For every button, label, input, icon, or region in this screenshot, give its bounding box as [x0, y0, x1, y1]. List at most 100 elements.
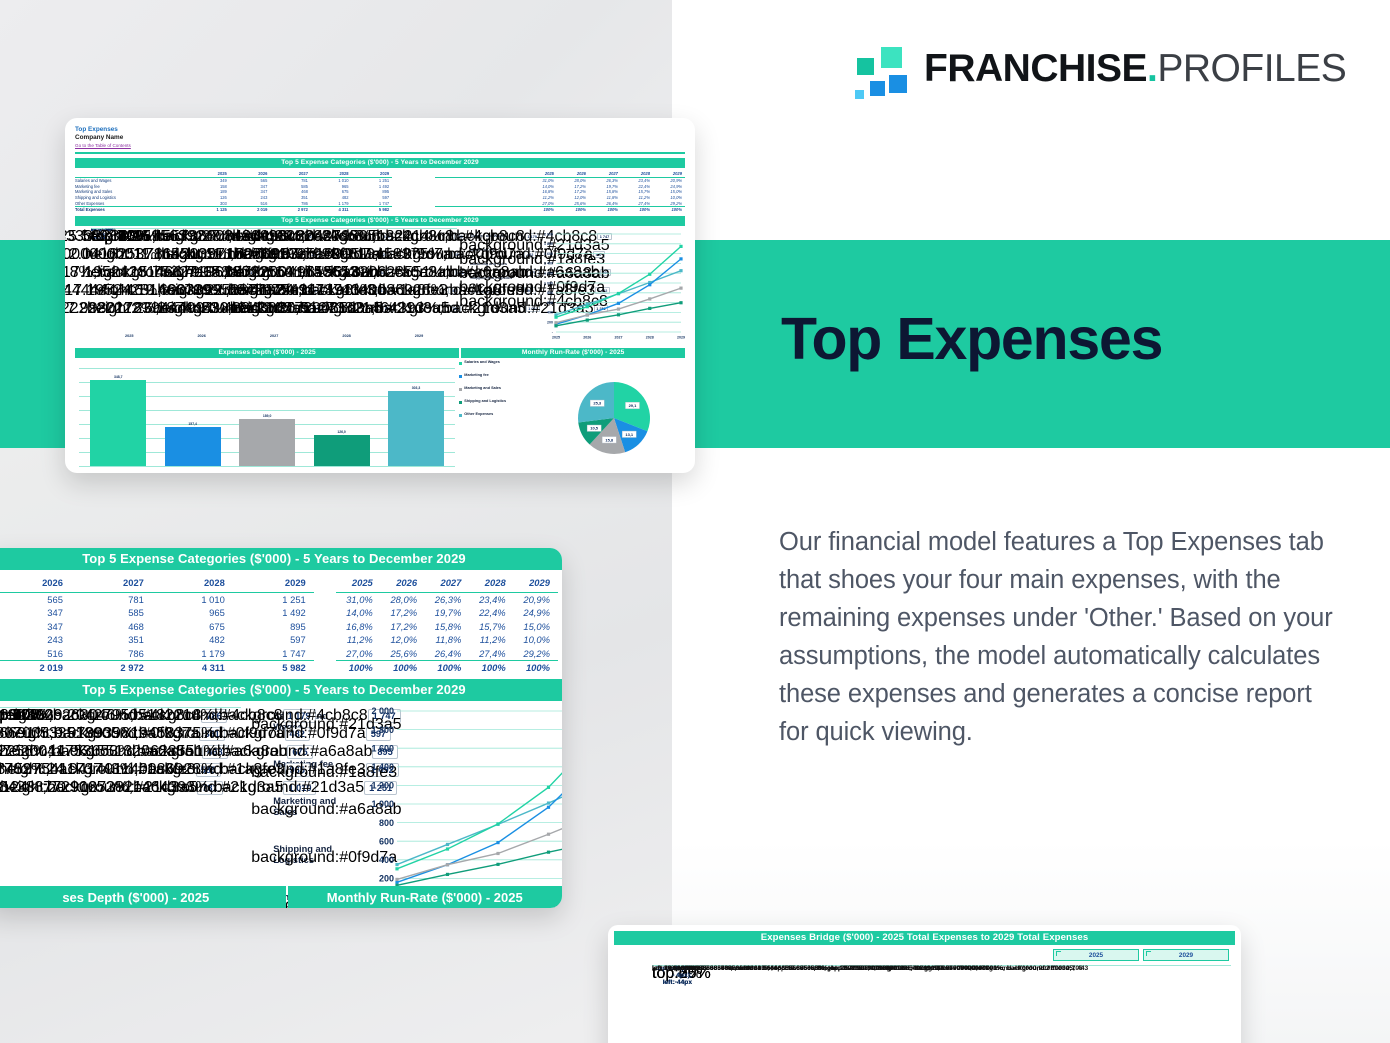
stacked-bar: height:29.204279505182214%;background:#4…	[0, 707, 401, 901]
band-categories-large-2: Top 5 Expense Categories ($'000) - 5 Yea…	[0, 678, 562, 701]
depth-bar: 126,0	[313, 368, 370, 466]
y-axis-tick: top:calc(90% - 2px); left:-16px	[91, 227, 114, 240]
line-marker	[648, 280, 652, 284]
table-row: 347 468 675 895	[47, 620, 306, 632]
waterfall-delta-bar: left:19.666666666666668%; width:10.66666…	[652, 965, 1050, 972]
table-col-header: 2028	[151, 576, 233, 593]
line-marker	[546, 785, 551, 789]
stacked-bar: height:29.204279505182214%;background:#4…	[226, 228, 612, 334]
line-marker	[617, 312, 621, 317]
bar-value-label: 482	[524, 251, 536, 259]
band-expenses-bridge: Expenses Bridge ($'000) - 2025 Total Exp…	[614, 931, 1235, 945]
y-axis-tick: 2 000	[544, 232, 553, 236]
depth-bar: 348,7	[90, 368, 147, 466]
pie-data-label: 15,8	[606, 437, 615, 442]
line-marker	[445, 872, 450, 876]
bar-value-label: 468	[454, 269, 467, 277]
bar-value-label: 965	[284, 762, 310, 777]
bar-value-label: 781	[449, 305, 462, 313]
x-axis-tick: 2026	[197, 333, 206, 338]
bar-value-label: 126,0	[337, 429, 346, 434]
y-axis-tick: 800	[379, 817, 394, 827]
report-screenshot-bridge[interactable]: Expenses Bridge ($'000) - 2025 Total Exp…	[608, 925, 1241, 1043]
section-band-categories: Top 5 Expense Categories ($'000) - 5 Yea…	[75, 157, 685, 168]
y-axis-tick: top:calc(60% - 2px); left:-16px	[91, 227, 114, 240]
y-axis-tick: top:calc(0% - 2px); left:-16px	[91, 227, 112, 240]
bar-value-label: 965	[524, 287, 536, 295]
line-marker	[546, 805, 551, 809]
y-axis-tick: 200	[379, 873, 394, 883]
line-marker	[395, 877, 399, 881]
bar-value-label: 1 010	[525, 305, 541, 313]
y-axis-tick: top:calc(0% - 4px); left:-44px	[656, 965, 694, 986]
bar-value-label: 351	[199, 726, 225, 741]
pie-data-label: 25,3	[594, 400, 603, 405]
bar-value-label: 516	[380, 233, 393, 241]
legend-label: Marketing fee	[470, 247, 495, 252]
bar-value-label: 1 492	[365, 762, 399, 777]
report-screenshot-left[interactable]: Top 5 Expense Categories ($'000) - 5 Yea…	[0, 548, 562, 908]
footer-depth-label: ses Depth ($'000) - 2025	[0, 886, 286, 908]
bar-value-label: 1 010	[283, 780, 317, 795]
logo-secondary-text: PROFILES	[1157, 47, 1347, 90]
bar-value-label: 471	[977, 965, 989, 972]
report-screenshot-top[interactable]: Top Expenses Company Name Go to the Tabl…	[65, 118, 695, 473]
line-marker	[586, 318, 590, 322]
table-col-header: 2028	[310, 171, 352, 179]
table-col-header: 2027	[70, 576, 152, 593]
waterfall-delta-bar: left:53%; width:10.666666666666668%; top…	[652, 965, 989, 972]
logo-primary-text: FRANCHISE	[924, 47, 1148, 90]
table-row: 14,0% 17,2% 19,7% 22,4% 24,9%	[346, 607, 550, 618]
y-axis-tick: top:calc(20% - 2px); left:-16px	[91, 227, 114, 240]
bar-value-label: 781	[197, 780, 223, 795]
x-axis-tick: 2027	[615, 335, 623, 339]
line-marker	[617, 291, 621, 295]
waterfall-total-bar: left:3%; width:10.666666666666668%; top:…	[652, 965, 940, 972]
table-row: 516 786 1 179 1 747	[47, 647, 306, 659]
line-marker	[554, 315, 559, 319]
bar-value-label: 706	[1071, 965, 1083, 972]
x-axis-tick: 2028	[342, 333, 351, 338]
table-row: 27,0% 25,6% 26,4% 27,4% 29,2%	[346, 647, 550, 659]
table-row: 31,0% 28,0% 26,3% 23,4% 20,9%	[542, 178, 682, 184]
table-col-header: 2025	[524, 171, 557, 179]
table-col-header: 2026	[0, 576, 71, 593]
line-marker	[679, 268, 684, 273]
hero-description: Our financial model features a Top Expen…	[779, 528, 1333, 746]
table-col-header: 2025	[336, 576, 381, 593]
y-axis-tick: 400	[379, 854, 394, 864]
band-monthly-runrate: Monthly Run-Rate ($'000) - 2025	[461, 347, 685, 358]
x-axis-tick: 2027	[269, 333, 279, 338]
table-col-header: 2029	[232, 576, 314, 593]
header-rule	[75, 152, 685, 154]
legend-item: 2025	[1053, 949, 1139, 961]
y-axis-tick: top:calc(30% - 2px); left:-16px	[91, 227, 114, 240]
bar-value-label: 189,0	[262, 414, 272, 419]
table-col-header: 2025	[189, 171, 230, 179]
table-col-header: 2027	[588, 171, 621, 179]
line-marker	[496, 851, 500, 855]
y-axis-tick: 1 600	[544, 252, 553, 256]
table-row: 243 351 482 597	[47, 634, 306, 645]
legend-item: Marketing and Sales	[459, 386, 532, 391]
y-axis-tick: 1 000	[544, 281, 553, 285]
y-axis-tick: top:calc(70% - 2px); left:-16px	[91, 227, 114, 240]
bar-value-label: 675	[287, 744, 313, 759]
legend-label: Salaries and Wages	[470, 233, 506, 238]
line-marker	[617, 307, 621, 311]
depth-bar: 303,3	[388, 368, 444, 466]
y-axis-tick: 600	[547, 301, 553, 305]
line-marker	[648, 272, 652, 276]
bar	[388, 391, 444, 466]
table-col-header: 2027	[270, 171, 311, 179]
table-col-header: 2028	[620, 171, 653, 179]
bar-segment: height:29.204279505182214%;background:#4…	[226, 228, 612, 246]
pie-data-label: 13,1	[626, 432, 635, 437]
stacked-bar-chart-large: top:0%top:10%top:20%top:30%top:40%top:50…	[0, 701, 401, 909]
toc-link[interactable]: Go to the Table of Contents	[75, 143, 131, 148]
bar-value-label: 126	[307, 251, 319, 259]
line-marker	[679, 244, 684, 248]
